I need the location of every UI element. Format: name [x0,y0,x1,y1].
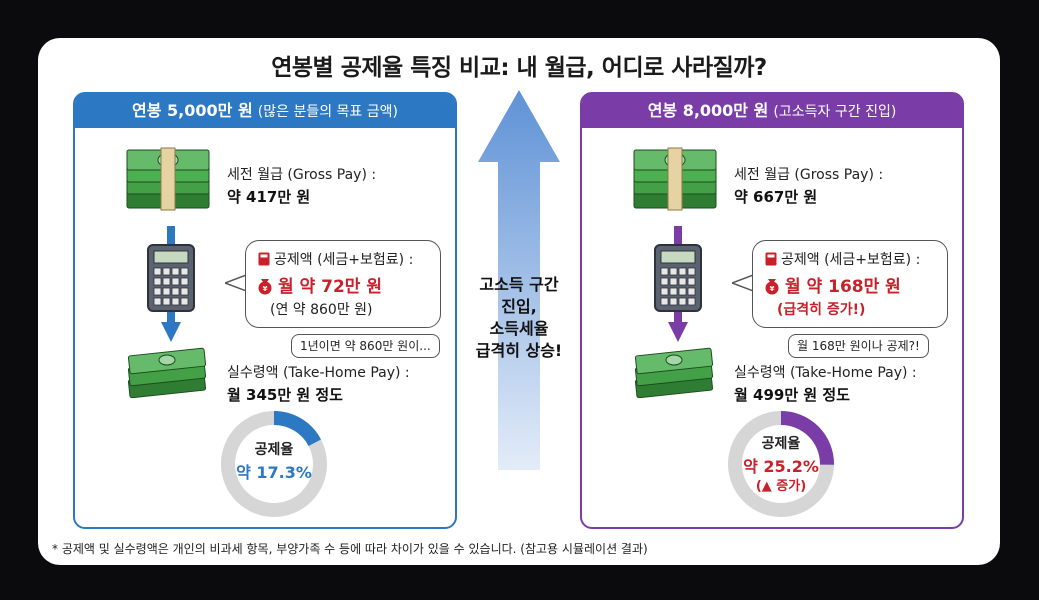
take-home-value: 월 499만 원 정도 [734,386,850,404]
money-bag-icon: ¥ [765,279,779,295]
donut-text: 공제율 약 17.3% [219,409,329,519]
deduction-rate-donut [221,411,327,517]
rate-value: 약 25.2% [743,457,819,476]
deduction-bubble: 공제액 (세금+보험료) : ¥ 월 약 72만 원 (연 약 860만 원) [245,240,441,328]
panel-header: 연봉 5,000만 원 (많은 분들의 목표 금액) [75,94,455,128]
deduction-rate-donut [728,411,834,517]
donut-text: 공제율 약 25.2% (▲ 증가) [726,409,836,519]
deduction-note: (연 약 860만 원) [270,302,373,318]
svg-text:¥: ¥ [263,285,268,293]
center-line: 급격히 상승! [475,341,563,360]
money-bag-icon: ¥ [258,279,272,295]
infographic-card: 연봉별 공제율 특징 비교: 내 월급, 어디로 사라질까? 연봉 5,000만… [38,38,1000,565]
rate-note: (▲ 증가) [755,479,807,494]
calculator-icon [654,244,702,312]
rate-value: 약 17.3% [236,463,312,482]
panel-80m: 연봉 8,000만 원 (고소득자 구간 진입) 세전 월급 (Gross Pa… [580,92,964,529]
gross-pay-value: 약 667만 원 [734,188,818,206]
calculator-mini-icon [258,252,270,266]
footnote: * 공제액 및 실수령액은 개인의 비과세 항목, 부양가족 수 등에 따라 차… [52,542,648,556]
money-stack-icon [633,147,717,211]
deduction-value: 월 약 168만 원 [785,277,901,297]
center-line: 진입, [501,297,537,316]
deduction-note: (급격히 증가!) [777,302,866,318]
page-title: 연봉별 공제율 특징 비교: 내 월급, 어디로 사라질까? [271,55,767,81]
center-line: 소득세율 [489,319,549,338]
deduction-value: 월 약 72만 원 [278,277,382,297]
money-stack-icon [126,147,210,211]
deduction-label: 공제액 (세금+보험료) : [781,252,921,268]
callout-note: 1년이면 약 860만 원이... [291,334,440,358]
cash-icon [634,347,714,398]
panel-50m: 연봉 5,000만 원 (많은 분들의 목표 금액) 세전 월급 (Gross … [73,92,457,529]
panel-header-subtitle: (많은 분들의 목표 금액) [257,104,398,120]
gross-pay-label: 세전 월급 (Gross Pay) : [227,167,377,183]
rate-label: 공제율 [254,442,294,458]
gross-pay-label: 세전 월급 (Gross Pay) : [734,167,884,183]
donut-arc [221,411,327,517]
take-home-label: 실수령액 (Take-Home Pay) : [734,365,917,381]
take-home-label: 실수령액 (Take-Home Pay) : [227,365,410,381]
panel-header-title: 연봉 5,000만 원 [132,101,253,120]
take-home-value: 월 345만 원 정도 [227,386,343,404]
panel-header: 연봉 8,000만 원 (고소득자 구간 진입) [582,94,962,128]
rate-label: 공제율 [761,436,801,452]
calculator-mini-icon [765,252,777,266]
callout-note: 월 168만 원이나 공제?! [788,334,929,358]
center-line: 고소득 구간 [479,275,559,294]
calculator-icon [147,244,195,312]
gross-pay-value: 약 417만 원 [227,188,311,206]
center-message: 고소득 구간 진입, 소득세율 급격히 상승! [462,274,576,362]
deduction-bubble: 공제액 (세금+보험료) : ¥ 월 약 168만 원 (급격히 증가!) [752,240,948,328]
rising-arrow-icon [478,90,560,470]
svg-text:¥: ¥ [770,285,775,293]
panel-header-subtitle: (고소득자 구간 진입) [773,104,897,120]
donut-arc [728,411,834,517]
cash-icon [127,347,207,398]
deduction-label: 공제액 (세금+보험료) : [274,252,414,268]
panel-header-title: 연봉 8,000만 원 [647,101,769,120]
